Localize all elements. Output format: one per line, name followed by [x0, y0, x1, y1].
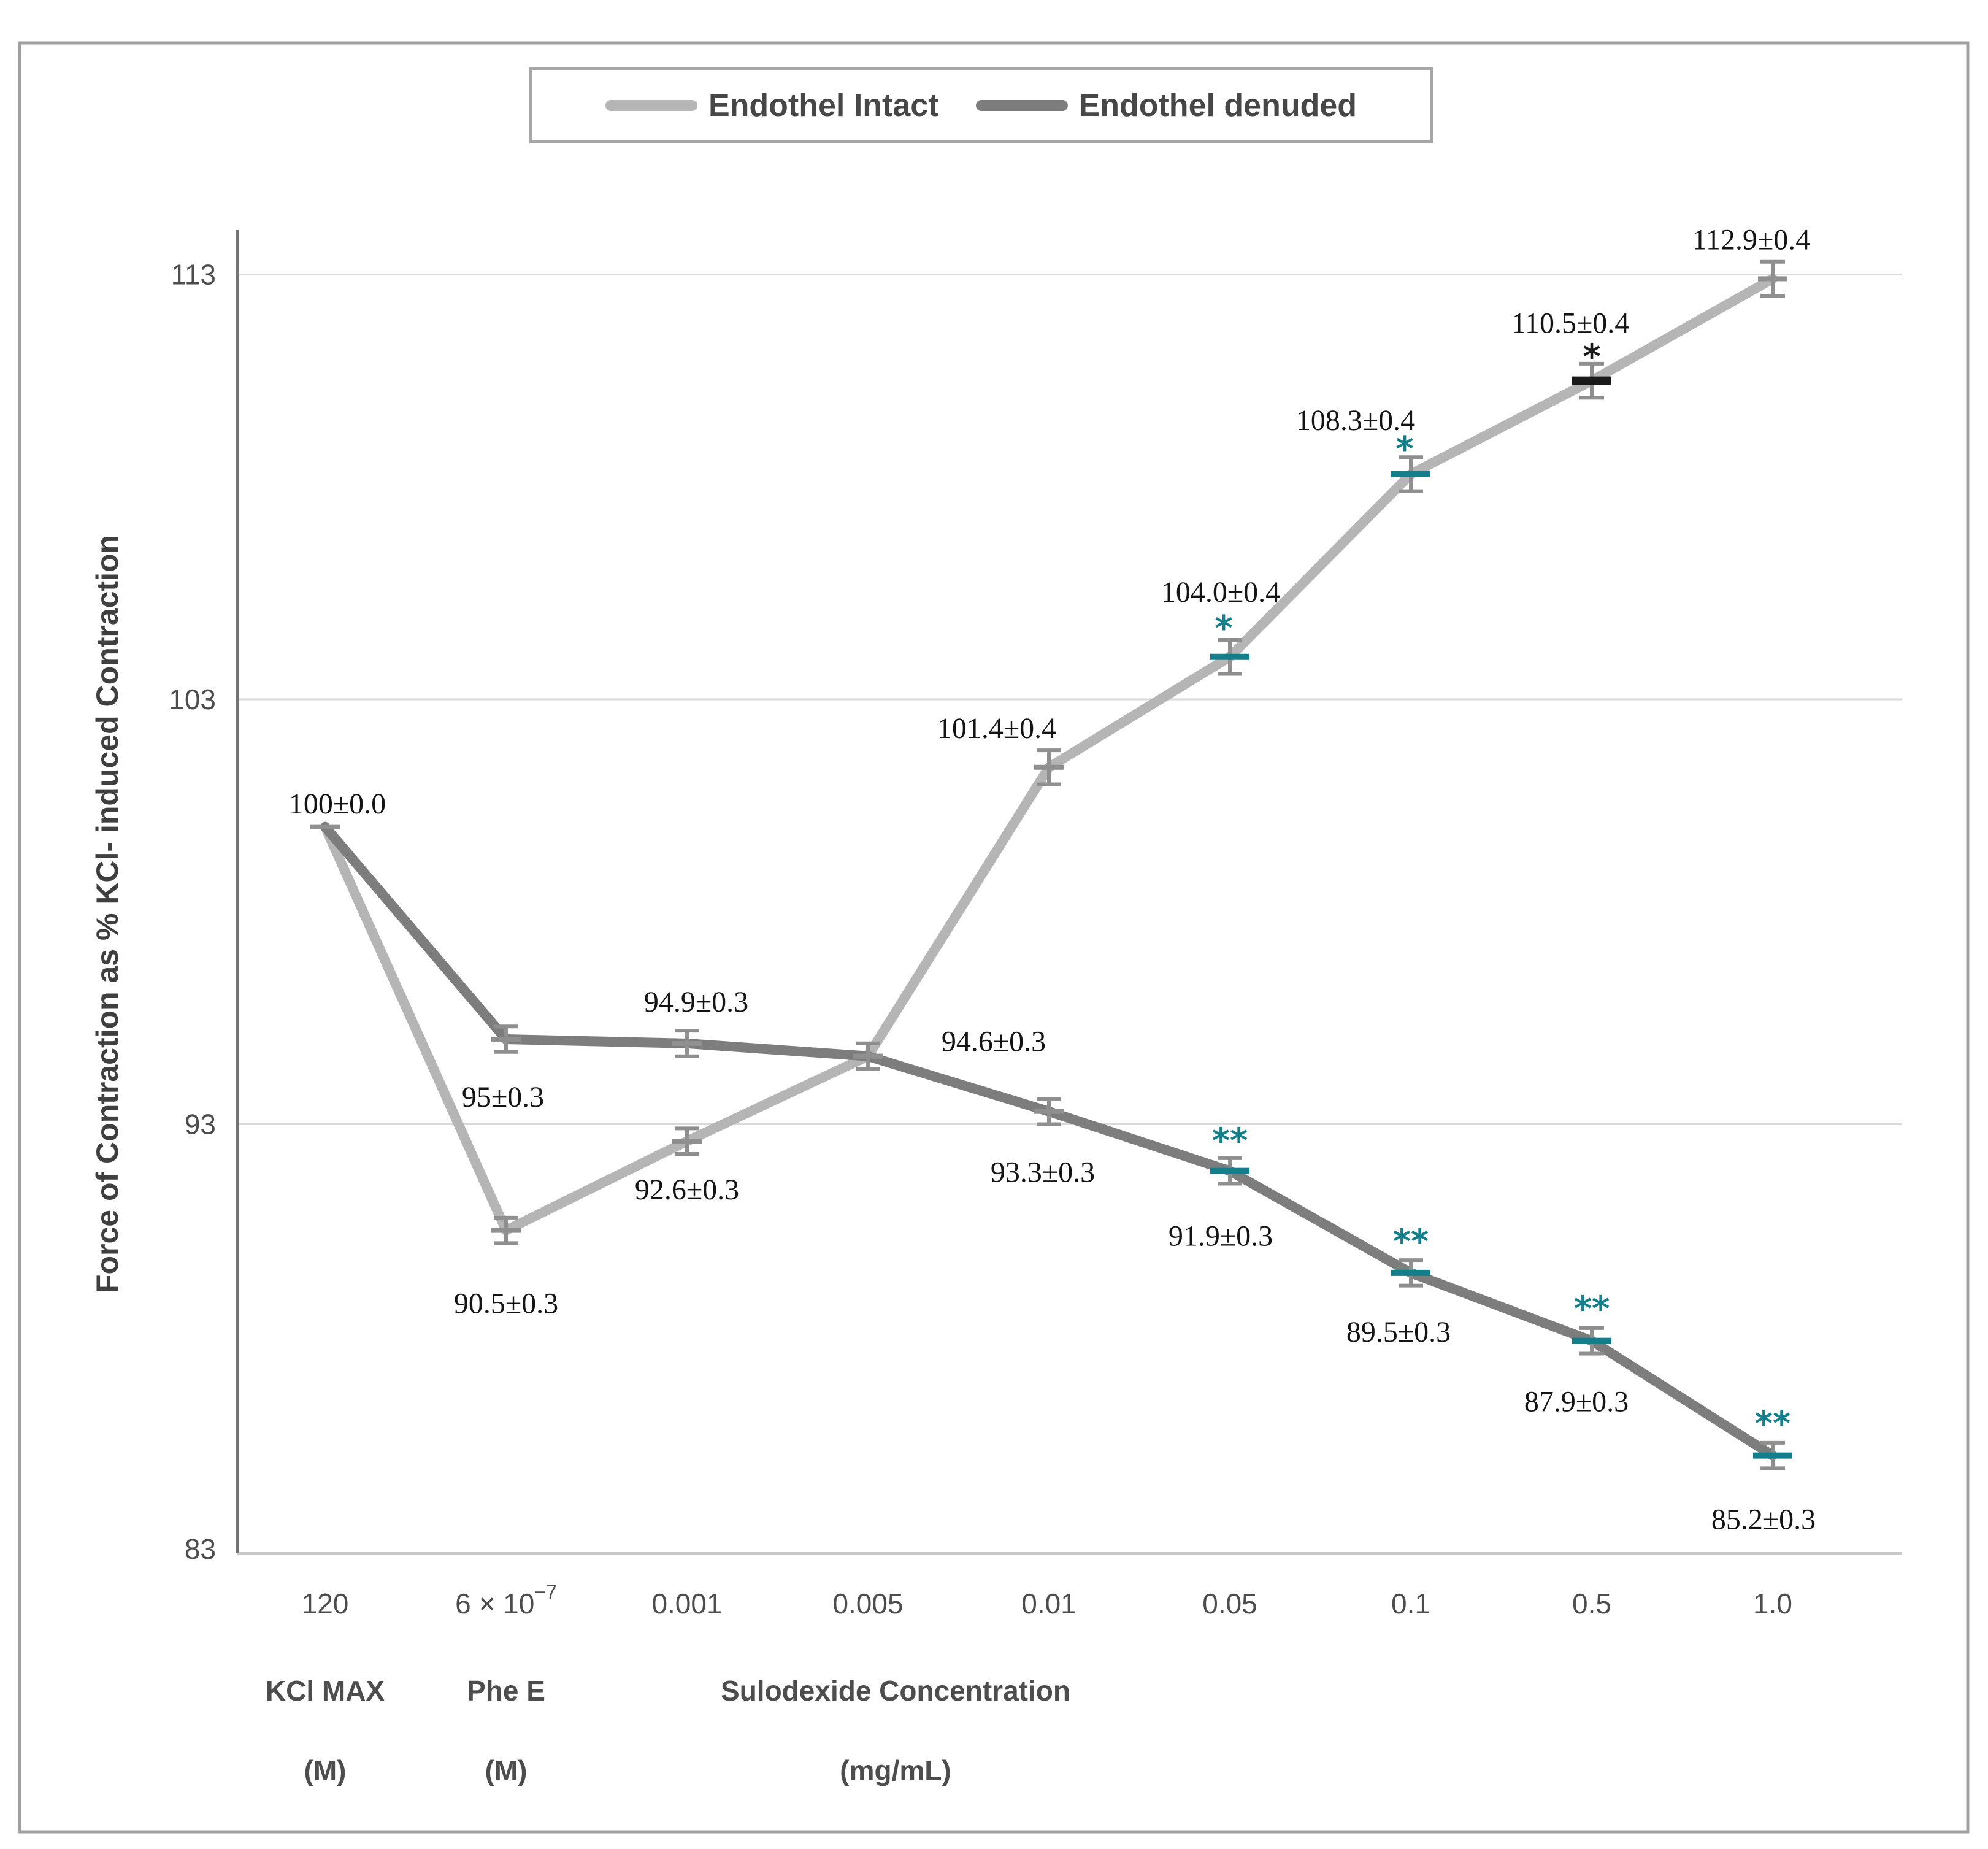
legend-item-denuded: Endothel denuded — [975, 87, 1357, 124]
significance-marker: * — [1395, 429, 1413, 469]
significance-marker: ** — [1212, 1121, 1248, 1161]
legend-item-intact: Endothel Intact — [605, 87, 939, 124]
point-marker-denuded — [1572, 1337, 1611, 1344]
point-marker-denuded — [853, 1053, 883, 1059]
data-label: 100±0.0 — [289, 788, 386, 820]
data-label: 89.5±0.3 — [1346, 1316, 1451, 1348]
legend-line-intact-swatch — [605, 99, 697, 111]
x-tick-label: 1.0 — [1753, 1588, 1792, 1620]
x-group-label: Sulodexide Concentration — [721, 1675, 1070, 1707]
x-tick-label: 120 — [302, 1588, 349, 1620]
data-label: 95±0.3 — [462, 1081, 544, 1113]
point-marker-denuded — [1034, 1109, 1064, 1114]
x-tick-label: 0.005 — [832, 1588, 903, 1620]
data-label: 104.0±0.4 — [1161, 576, 1280, 609]
point-marker-intact — [1034, 764, 1064, 770]
data-label: 92.6±0.3 — [635, 1174, 739, 1206]
x-group-unit: (M) — [485, 1755, 528, 1786]
y-tick-label: 103 — [169, 683, 216, 715]
point-marker-intact — [1758, 276, 1787, 282]
x-group-unit: (M) — [304, 1755, 347, 1786]
y-axis-title: Force of Contraction as % KCl- induced C… — [90, 535, 125, 1293]
x-tick-label: 0.05 — [1202, 1588, 1257, 1620]
data-label: 110.5±0.4 — [1511, 307, 1630, 340]
data-label: 112.9±0.4 — [1692, 223, 1811, 256]
data-label: 91.9±0.3 — [1169, 1220, 1273, 1253]
y-tick-label: 83 — [185, 1533, 216, 1565]
point-marker-intact — [1391, 471, 1430, 477]
data-label: 108.3±0.4 — [1296, 404, 1415, 437]
figure-border — [18, 41, 1970, 1834]
legend: Endothel Intact Endothel denuded — [529, 67, 1433, 143]
point-marker-intact — [491, 1228, 521, 1233]
data-label: 90.5±0.3 — [454, 1288, 558, 1320]
x-tick-label: 0.1 — [1391, 1588, 1430, 1620]
data-label: 94.9±0.3 — [644, 986, 748, 1018]
x-group-unit: (mg/mL) — [840, 1755, 951, 1786]
y-tick-label: 113 — [171, 259, 216, 291]
x-tick-label: 0.001 — [651, 1588, 722, 1620]
significance-marker: ** — [1755, 1404, 1791, 1444]
point-marker-denuded — [1391, 1269, 1430, 1276]
point-marker-denuded — [672, 1040, 702, 1046]
point-marker-denuded — [1753, 1452, 1792, 1459]
point-marker-denuded — [1210, 1167, 1249, 1174]
data-label: 101.4±0.4 — [937, 712, 1056, 745]
data-label: 87.9±0.3 — [1524, 1386, 1629, 1418]
x-tick-label: 0.5 — [1572, 1588, 1611, 1620]
data-label: 93.3±0.3 — [991, 1156, 1095, 1189]
significance-marker: * — [1583, 337, 1600, 377]
legend-label-intact: Endothel Intact — [708, 87, 939, 123]
y-tick-label: 93 — [185, 1109, 216, 1140]
data-label: 94.6±0.3 — [942, 1026, 1046, 1058]
point-marker-intact — [1572, 376, 1611, 385]
x-group-label: KCl MAX — [266, 1675, 385, 1707]
point-marker-intact — [1210, 653, 1249, 660]
legend-label-denuded: Endothel denuded — [1078, 87, 1357, 123]
significance-marker: ** — [1574, 1290, 1610, 1329]
x-group-label: Phe E — [467, 1675, 545, 1707]
significance-marker: * — [1215, 609, 1232, 648]
legend-line-denuded-swatch — [975, 99, 1068, 111]
x-tick-label: 0.01 — [1021, 1588, 1077, 1620]
x-tick-label: 6 × 10−7 — [455, 1581, 557, 1620]
point-marker-denuded — [491, 1037, 521, 1042]
series-line-denuded — [320, 821, 1778, 1461]
data-label: 85.2±0.3 — [1711, 1504, 1816, 1536]
significance-marker: ** — [1393, 1222, 1429, 1262]
point-marker-intact — [672, 1139, 702, 1144]
point-marker-denuded — [310, 824, 340, 829]
